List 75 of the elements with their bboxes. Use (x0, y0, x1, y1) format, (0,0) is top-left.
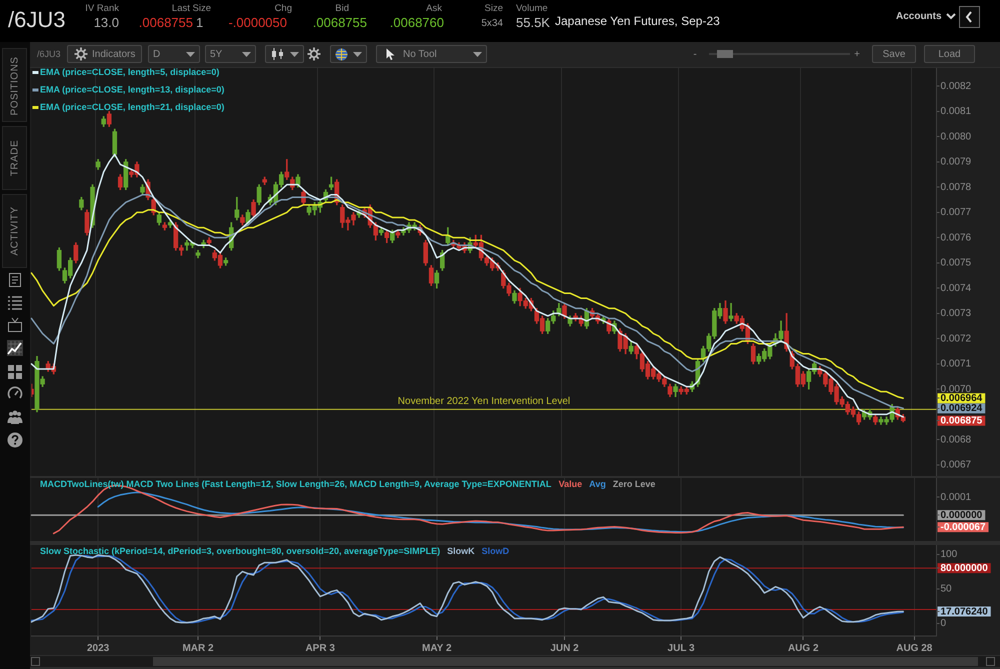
y-tick-label: 0.006924 (940, 403, 983, 414)
text: IV Rank (85, 3, 119, 15)
x-tick-label: JUL 3 (668, 642, 696, 654)
text: Zero Leve (612, 478, 656, 489)
text: 5x34 (481, 16, 503, 30)
text: + (854, 48, 860, 60)
y-tick-label: 0.0080 (940, 131, 972, 142)
x-tick-label: JUN 2 (550, 642, 580, 654)
x-tick-label: MAR 2 (182, 642, 214, 654)
text: Indicators (92, 48, 136, 60)
y-tick-label: 0.0068 (940, 434, 972, 446)
y-tick-label: 0.0001 (940, 492, 972, 503)
text: Ask (426, 3, 442, 15)
y-tick-label: 0.0077 (940, 207, 972, 218)
text: POSITIONS (8, 56, 22, 116)
ref-line-label: November 2022 Yen Intervention Level (398, 396, 570, 408)
text: Bid (335, 3, 349, 15)
y-tick-label: 50 (940, 584, 952, 595)
text: .0068755 (138, 15, 193, 31)
x-tick-label: AUG 2 (788, 642, 819, 654)
text: No Tool (403, 48, 437, 60)
text: 5Y (210, 48, 222, 60)
text: .0068755 (312, 15, 367, 31)
y-tick-label: 100 (940, 549, 958, 560)
y-tick-label: 0.0074 (940, 282, 972, 294)
y-tick-label: 0.0081 (940, 106, 972, 118)
text: SlowK (447, 546, 476, 556)
y-tick-label: 0.0071 (940, 358, 972, 370)
y-tick-label: 0.0072 (940, 333, 972, 344)
text: /6JU3 (37, 48, 61, 60)
text: Last Size (172, 3, 211, 15)
x-tick-label: AUG 28 (896, 642, 933, 654)
y-tick-label: 0.0079 (940, 156, 972, 168)
legend-label: EMA (price=CLOSE, length=21, displace=0) (40, 102, 224, 112)
y-tick-label: 0.0076 (940, 232, 972, 244)
y-tick-label: 0.0067 (940, 460, 972, 471)
text: Chg (274, 3, 292, 15)
y-tick-label: 80.000000 (940, 562, 988, 574)
y-tick-label: 0.0073 (940, 308, 972, 320)
y-tick-label: 0.0070 (940, 384, 972, 395)
chart-title: /6JU3 (8, 7, 66, 33)
text: Size (484, 3, 503, 15)
text: Value (558, 478, 582, 489)
x-tick-label: MAY 2 (422, 642, 452, 654)
text: - (693, 48, 697, 60)
text: Load (938, 48, 961, 60)
text: 55.5K (516, 15, 550, 31)
y-tick-label: 0.0078 (940, 182, 972, 193)
y-tick-label: 17.076240 (940, 606, 988, 618)
legend-label: EMA (price=CLOSE, length=5, displace=0) (40, 66, 220, 77)
y-tick-label: 0.0082 (940, 80, 972, 92)
text: SlowD (482, 546, 510, 556)
text: Avg (589, 478, 606, 489)
text: -.0000050 (228, 15, 287, 31)
text: ACTIVITY (8, 206, 22, 256)
y-tick-label: 0.000000 (940, 510, 983, 521)
y-tick-label: 0.006964 (940, 392, 983, 404)
x-tick-label: 2023 (86, 642, 110, 654)
text: 1 (196, 15, 204, 31)
text: D (153, 48, 160, 60)
chart-subtitle: Japanese Yen Futures, Sep-23 (555, 14, 720, 29)
y-tick-label: 0.0075 (940, 258, 972, 269)
y-tick-label: 0.006875 (940, 415, 983, 426)
text: Save (882, 48, 906, 60)
x-tick-label: APR 3 (305, 642, 336, 654)
text: Accounts (896, 10, 942, 22)
legend-label: EMA (price=CLOSE, length=13, displace=0) (40, 84, 224, 94)
text: Volume (516, 3, 548, 15)
text: 13.0 (94, 15, 119, 31)
y-tick-label: -0.000067 (940, 522, 986, 533)
chart-title: MACDTwoLines(tw) MACD Two Lines (Fast Length=12, Slow Length=26, MACD Length=9, Average Type=EXPONENTIAL (40, 478, 552, 489)
text: .0068760 (390, 15, 444, 31)
chart-title: Slow Stochastic (kPeriod=14, dPeriod=3, overbought=80, oversold=20, averageType=SIMPLE) (40, 546, 440, 556)
y-tick-label: 0 (940, 618, 946, 630)
text: TRADE (8, 140, 22, 176)
